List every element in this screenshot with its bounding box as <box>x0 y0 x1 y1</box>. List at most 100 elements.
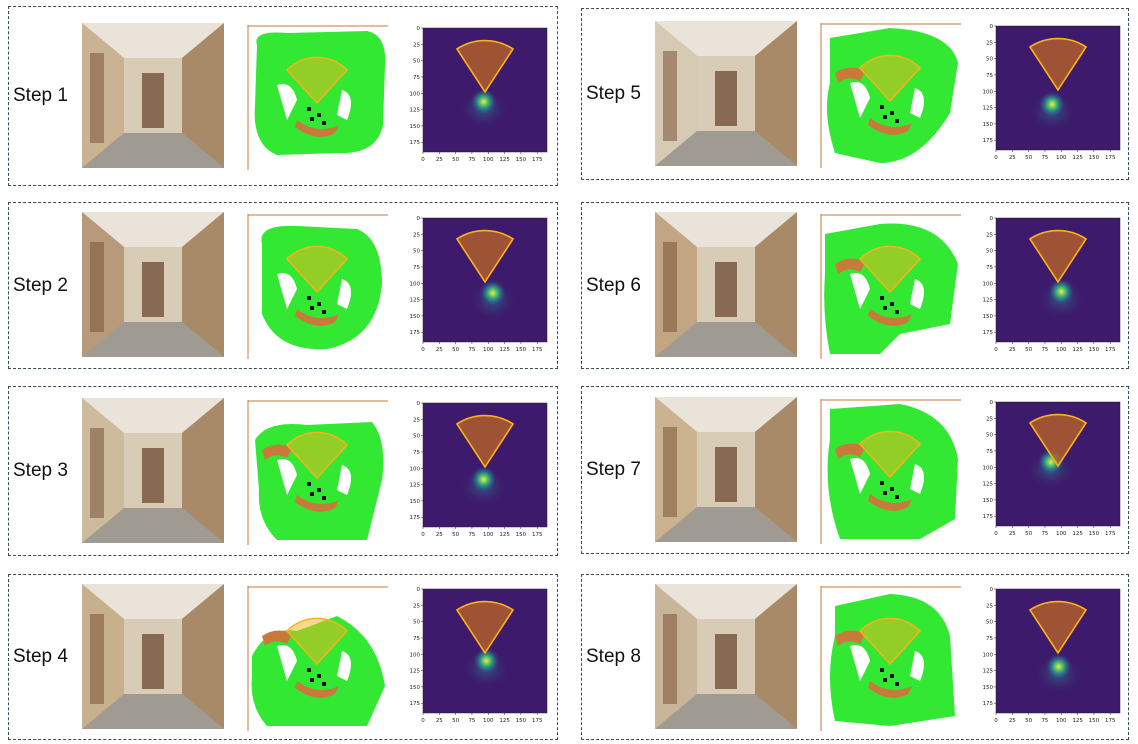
x-tick-label: 50 <box>452 718 459 724</box>
x-tick-label: 25 <box>1009 347 1016 353</box>
step-panel-5: Step 5 0 25 50 75 100 125 150 175 0 25 50 75 100 125 15… <box>581 8 1129 180</box>
y-tick-label: 75 <box>413 264 420 270</box>
x-tick-label: 25 <box>436 347 443 353</box>
step-panel-8: Step 8 0 25 50 75 100 125 150 175 0 25 50 75 100 125 15… <box>581 574 1129 740</box>
x-tick-label: 175 <box>1105 531 1116 537</box>
x-tick-label: 150 <box>516 157 527 163</box>
y-tick-label: 0 <box>990 400 994 406</box>
y-tick-label: 125 <box>410 669 421 675</box>
y-tick-label: 175 <box>983 701 994 707</box>
x-tick-label: 0 <box>421 718 425 724</box>
value-heatmap: 0 25 50 75 100 125 150 175 0 25 50 75 100 125 150 175 <box>980 396 1126 546</box>
x-tick-label: 100 <box>483 532 494 538</box>
x-tick-label: 75 <box>1041 347 1048 353</box>
y-tick-label: 75 <box>986 264 993 270</box>
rgb-observation <box>655 212 797 357</box>
y-tick-label: 175 <box>983 330 994 336</box>
x-tick-label: 100 <box>1056 718 1067 724</box>
x-tick-label: 125 <box>1072 155 1083 161</box>
y-tick-label: 25 <box>986 416 993 422</box>
y-tick-label: 50 <box>413 59 420 65</box>
x-tick-label: 100 <box>483 718 494 724</box>
y-tick-label: 150 <box>410 124 421 130</box>
rgb-observation <box>82 583 224 729</box>
x-tick-label: 125 <box>1072 718 1083 724</box>
x-tick-label: 125 <box>1072 347 1083 353</box>
x-tick-label: 75 <box>468 532 475 538</box>
y-tick-label: 75 <box>413 636 420 642</box>
y-tick-label: 25 <box>413 417 420 423</box>
semantic-map <box>820 214 962 359</box>
y-tick-label: 0 <box>417 216 421 222</box>
x-tick-label: 0 <box>421 532 425 538</box>
step-panel-2: Step 2 0 25 50 75 100 125 150 175 0 25 50 75 100 125 15… <box>8 202 558 369</box>
x-tick-label: 125 <box>1072 531 1083 537</box>
x-tick-label: 75 <box>1041 531 1048 537</box>
y-tick-label: 25 <box>986 603 993 609</box>
y-tick-label: 125 <box>410 108 421 114</box>
semantic-map <box>247 585 389 731</box>
rgb-observation <box>655 396 797 542</box>
x-tick-label: 0 <box>421 347 425 353</box>
x-tick-label: 25 <box>436 718 443 724</box>
value-heatmap: 0 25 50 75 100 125 150 175 0 25 50 75 100 125 150 175 <box>407 583 553 733</box>
y-tick-label: 100 <box>983 652 994 658</box>
x-tick-label: 175 <box>532 347 543 353</box>
x-tick-label: 175 <box>1105 155 1116 161</box>
y-tick-label: 175 <box>983 138 994 144</box>
x-tick-label: 125 <box>499 157 510 163</box>
y-tick-label: 125 <box>983 106 994 112</box>
rgb-observation <box>655 583 797 729</box>
x-tick-label: 175 <box>1105 718 1116 724</box>
x-tick-label: 150 <box>516 347 527 353</box>
y-tick-label: 50 <box>986 57 993 63</box>
semantic-map <box>820 398 962 544</box>
x-tick-label: 75 <box>468 347 475 353</box>
x-tick-label: 50 <box>1025 155 1032 161</box>
y-tick-label: 100 <box>410 91 421 97</box>
value-heatmap: 0 25 50 75 100 125 150 175 0 25 50 75 100 125 150 175 <box>980 20 1126 170</box>
x-tick-label: 50 <box>452 532 459 538</box>
x-tick-label: 150 <box>516 532 527 538</box>
y-tick-label: 100 <box>983 465 994 471</box>
x-tick-label: 50 <box>1025 718 1032 724</box>
y-tick-label: 0 <box>990 587 994 593</box>
semantic-map <box>247 399 389 545</box>
y-tick-label: 175 <box>410 515 421 521</box>
x-tick-label: 150 <box>1089 531 1100 537</box>
y-tick-label: 150 <box>983 122 994 128</box>
x-tick-label: 25 <box>1009 531 1016 537</box>
y-tick-label: 50 <box>413 434 420 440</box>
x-tick-label: 175 <box>532 718 543 724</box>
y-tick-label: 100 <box>983 89 994 95</box>
y-tick-label: 75 <box>986 449 993 455</box>
x-tick-label: 150 <box>1089 718 1100 724</box>
y-tick-label: 150 <box>983 313 994 319</box>
x-tick-label: 175 <box>1105 347 1116 353</box>
x-tick-label: 100 <box>1056 531 1067 537</box>
step-label: Step 1 <box>13 85 68 106</box>
y-tick-label: 25 <box>413 603 420 609</box>
y-tick-label: 150 <box>410 499 421 505</box>
step-panel-3: Step 3 0 25 50 75 100 125 150 175 0 25 50 75 100 125 15… <box>8 386 558 556</box>
x-tick-label: 0 <box>994 718 998 724</box>
x-tick-label: 50 <box>452 347 459 353</box>
y-tick-label: 125 <box>983 669 994 675</box>
x-tick-label: 125 <box>499 532 510 538</box>
y-tick-label: 0 <box>417 26 421 32</box>
x-tick-label: 100 <box>1056 347 1067 353</box>
step-panel-4: Step 4 0 25 50 75 100 125 150 175 0 25 50 75 100 125 15… <box>8 574 558 740</box>
value-heatmap: 0 25 50 75 100 125 150 175 0 25 50 75 100 125 150 175 <box>407 397 553 547</box>
x-tick-label: 75 <box>468 157 475 163</box>
y-tick-label: 150 <box>983 498 994 504</box>
x-tick-label: 25 <box>1009 155 1016 161</box>
y-tick-label: 50 <box>413 248 420 254</box>
y-tick-label: 25 <box>413 232 420 238</box>
y-tick-label: 125 <box>983 482 994 488</box>
y-tick-label: 50 <box>986 433 993 439</box>
x-tick-label: 150 <box>1089 347 1100 353</box>
y-tick-label: 175 <box>410 140 421 146</box>
y-tick-label: 75 <box>986 636 993 642</box>
x-tick-label: 50 <box>452 157 459 163</box>
y-tick-label: 75 <box>986 73 993 79</box>
